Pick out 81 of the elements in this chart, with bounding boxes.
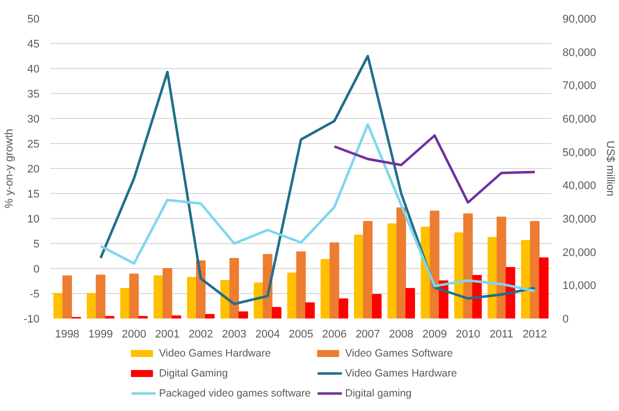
bar [372, 294, 382, 318]
legend-label: Video Games Software [345, 348, 454, 360]
legend-label: Video Games Hardware [158, 348, 271, 360]
y-tick-label: 50 [27, 14, 40, 26]
y-tick-label: 25 [27, 138, 40, 150]
bar [172, 315, 182, 318]
bar [187, 277, 197, 318]
y-tick-label: 45 [27, 38, 40, 50]
y2-tick-label: 90,000 [562, 14, 596, 26]
bar [463, 213, 473, 318]
bar [62, 275, 72, 318]
x-tick-label: 2002 [188, 328, 214, 340]
bar [238, 311, 248, 318]
bar [129, 274, 139, 318]
y-tick-label: 10 [27, 214, 40, 226]
bar [430, 210, 440, 318]
y2-axis-title: US$ million [604, 140, 616, 196]
bar [330, 242, 340, 318]
bar [387, 223, 397, 318]
x-tick-label: 2003 [222, 328, 246, 340]
line-series [333, 134, 536, 204]
y2-tick-label: 0 [562, 314, 569, 326]
bar [53, 293, 63, 318]
x-tick-label: 2000 [122, 328, 146, 340]
x-tick-label: 1998 [54, 328, 80, 340]
bar [363, 221, 373, 318]
bar [354, 234, 364, 318]
bar [272, 307, 282, 318]
legend-label: Packaged video games software [158, 388, 311, 400]
y2-tick-label: 50,000 [562, 146, 596, 159]
y-tick-label: 15 [27, 188, 40, 200]
bar [86, 293, 96, 318]
line-series [99, 54, 536, 306]
y2-tick-label: 40,000 [562, 180, 596, 192]
bar [154, 275, 164, 318]
bar [287, 272, 297, 318]
bar [229, 258, 239, 318]
y-axis-title: % y-on-y growth [4, 128, 16, 208]
legend-label: Digital Gaming [158, 368, 228, 380]
legend-label: Digital gaming [345, 388, 412, 400]
x-tick-label: 2001 [155, 328, 180, 340]
y-tick-label: -5 [30, 288, 40, 300]
x-tick-label: 2006 [322, 328, 347, 340]
x-tick-label: 2005 [288, 328, 314, 340]
bar [162, 268, 172, 318]
x-tick-label: 2011 [490, 328, 514, 340]
bar [96, 274, 106, 318]
x-tick-label: 2007 [356, 328, 380, 340]
y-tick-label: 40 [27, 64, 40, 76]
x-tick-label: 2010 [456, 328, 480, 340]
bar [496, 216, 506, 318]
bar [521, 240, 531, 318]
y2-tick-label: 70,000 [562, 80, 596, 92]
bar [320, 259, 330, 318]
y2-tick-label: 10,000 [562, 280, 596, 292]
x-tick-label: 2008 [388, 328, 414, 340]
x-tick-label: 2004 [255, 328, 280, 340]
y2-tick-label: 20,000 [562, 246, 596, 259]
y-tick-label: 0 [33, 264, 40, 276]
bar [405, 288, 415, 318]
bar [530, 221, 540, 318]
bar [396, 207, 406, 318]
y-tick-label: 5 [33, 238, 40, 250]
bar [120, 288, 130, 318]
x-tick-label: 2009 [422, 328, 447, 340]
line-series [99, 123, 536, 292]
y2-tick-label: 30,000 [562, 214, 596, 226]
legend-label: Video Games Hardware [345, 368, 458, 380]
bar [205, 314, 215, 318]
y2-tick-label: 60,000 [562, 114, 596, 126]
y-tick-label: 35 [27, 88, 40, 100]
x-tick-label: 1999 [88, 328, 113, 340]
y-tick-label: -10 [24, 314, 40, 326]
bar [296, 251, 306, 318]
y-tick-label: 30 [27, 114, 40, 126]
bar [338, 298, 348, 318]
bar [305, 302, 315, 318]
y-tick-label: 20 [27, 164, 40, 176]
y2-tick-label: 80,000 [562, 46, 596, 59]
x-tick-label: 2012 [522, 328, 548, 340]
bar [539, 257, 549, 318]
